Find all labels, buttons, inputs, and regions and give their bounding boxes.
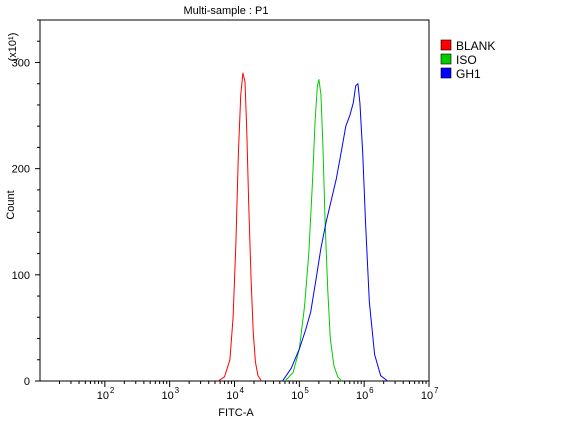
- series-line-blank: [217, 72, 262, 382]
- x-tick-base: 10: [97, 390, 109, 402]
- x-tick-base: 10: [226, 390, 238, 402]
- x-tick-exponent: 5: [304, 386, 309, 395]
- y-tick-label: 300: [12, 57, 30, 69]
- y-axis-multiplier: (x10¹): [7, 33, 19, 62]
- plot-area-frame: [39, 19, 430, 382]
- x-tick-label: 10 3: [162, 386, 180, 402]
- y-tick-label: 200: [12, 164, 30, 176]
- y-axis: 0 100 200 300: [12, 19, 40, 388]
- x-tick-exponent: 2: [110, 386, 115, 395]
- series-line-iso: [284, 79, 343, 382]
- x-tick-label: 10 6: [356, 386, 374, 402]
- legend-swatch: [440, 67, 452, 79]
- x-tick-label: 10 4: [226, 386, 244, 402]
- x-tick-label: 10 7: [421, 386, 439, 402]
- x-tick-label: 10 5: [291, 386, 309, 402]
- x-tick-exponent: 6: [369, 386, 374, 395]
- x-tick-exponent: 4: [240, 386, 245, 395]
- x-tick-base: 10: [356, 390, 368, 402]
- legend-label: BLANK: [456, 39, 495, 53]
- legend-swatch: [440, 53, 452, 65]
- legend-label: GH1: [456, 67, 481, 81]
- chart-title: Multi-sample : P1: [184, 5, 269, 17]
- y-tick-label: 100: [12, 270, 30, 282]
- legend-item: GH1: [440, 67, 481, 81]
- x-tick-label: 10 2: [97, 386, 115, 402]
- legend-label: ISO: [456, 53, 477, 67]
- x-axis-label: FITC-A: [218, 407, 254, 419]
- x-tick-base: 10: [421, 390, 433, 402]
- legend-swatch: [440, 39, 452, 51]
- x-axis: 10 2 10 3 10 4 10 5 10 6 10 7: [59, 381, 439, 402]
- x-tick-exponent: 7: [434, 386, 439, 395]
- x-tick-base: 10: [291, 390, 303, 402]
- x-tick-base: 10: [162, 390, 174, 402]
- x-tick-exponent: 3: [175, 386, 180, 395]
- y-axis-label: Count: [5, 190, 17, 219]
- series-line-gh1: [282, 83, 388, 382]
- legend-item: ISO: [440, 53, 477, 67]
- y-tick-label: 0: [24, 376, 30, 388]
- legend-item: BLANK: [440, 39, 495, 53]
- series-layer: [217, 72, 388, 382]
